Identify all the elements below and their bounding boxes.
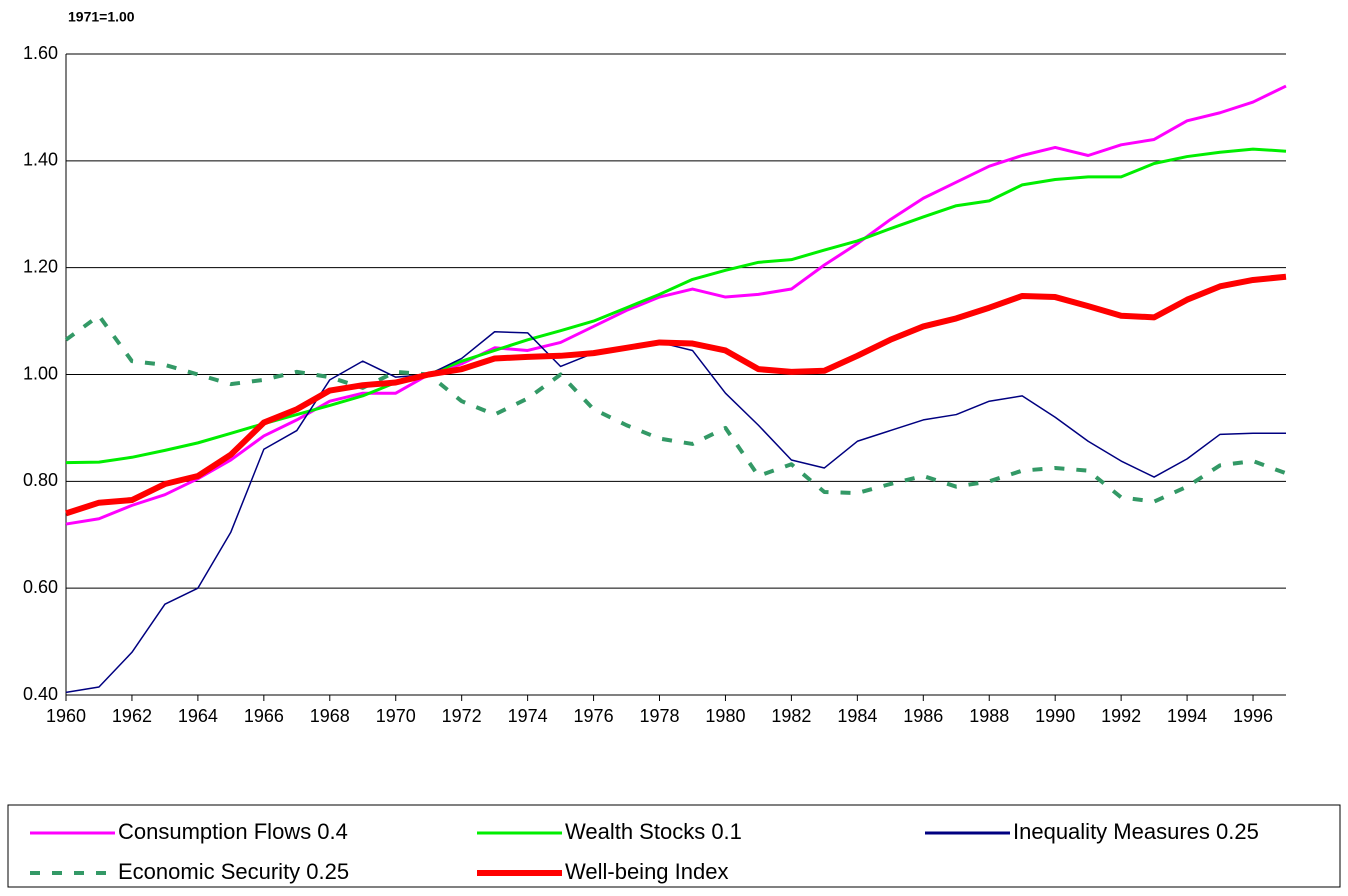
y-tick-label: 1.00 — [23, 363, 58, 383]
x-tick-label: 1990 — [1035, 706, 1075, 726]
x-tick-label: 1986 — [903, 706, 943, 726]
x-tick-label: 1974 — [508, 706, 548, 726]
legend-box — [7, 804, 1341, 888]
x-tick-label: 1996 — [1233, 706, 1273, 726]
legend-label: Inequality Measures 0.25 — [1013, 819, 1259, 844]
x-tick-label: 1960 — [46, 706, 86, 726]
series-line — [64, 313, 1287, 504]
x-tick-label: 1968 — [310, 706, 350, 726]
y-tick-label: 1.20 — [23, 256, 58, 276]
x-tick-label: 1970 — [376, 706, 416, 726]
series-line — [65, 273, 1287, 517]
x-tick-label: 1992 — [1101, 706, 1141, 726]
x-tick-label: 1976 — [574, 706, 614, 726]
y-tick-label: 1.40 — [23, 150, 58, 170]
y-tick-label: 1.60 — [23, 43, 58, 63]
x-tick-label: 1994 — [1167, 706, 1207, 726]
x-tick-label: 1984 — [837, 706, 877, 726]
y-tick-label: 0.40 — [23, 684, 58, 704]
legend-label: Well-being Index — [565, 859, 728, 884]
x-tick-label: 1980 — [705, 706, 745, 726]
x-tick-label: 1962 — [112, 706, 152, 726]
x-tick-label: 1978 — [639, 706, 679, 726]
y-tick-label: 0.60 — [23, 577, 58, 597]
series-line — [65, 331, 1286, 694]
y-axis-label: 1971=1.00 — [68, 9, 135, 25]
x-tick-label: 1964 — [178, 706, 218, 726]
x-tick-label: 1972 — [442, 706, 482, 726]
y-tick-label: 0.80 — [23, 470, 58, 490]
x-tick-label: 1988 — [969, 706, 1009, 726]
legend-label: Wealth Stocks 0.1 — [565, 819, 742, 844]
legend-label: Consumption Flows 0.4 — [118, 819, 348, 844]
x-tick-label: 1982 — [771, 706, 811, 726]
series-line — [65, 84, 1287, 526]
legend-label: Economic Security 0.25 — [118, 859, 349, 884]
series-line — [65, 147, 1287, 465]
x-tick-label: 1966 — [244, 706, 284, 726]
